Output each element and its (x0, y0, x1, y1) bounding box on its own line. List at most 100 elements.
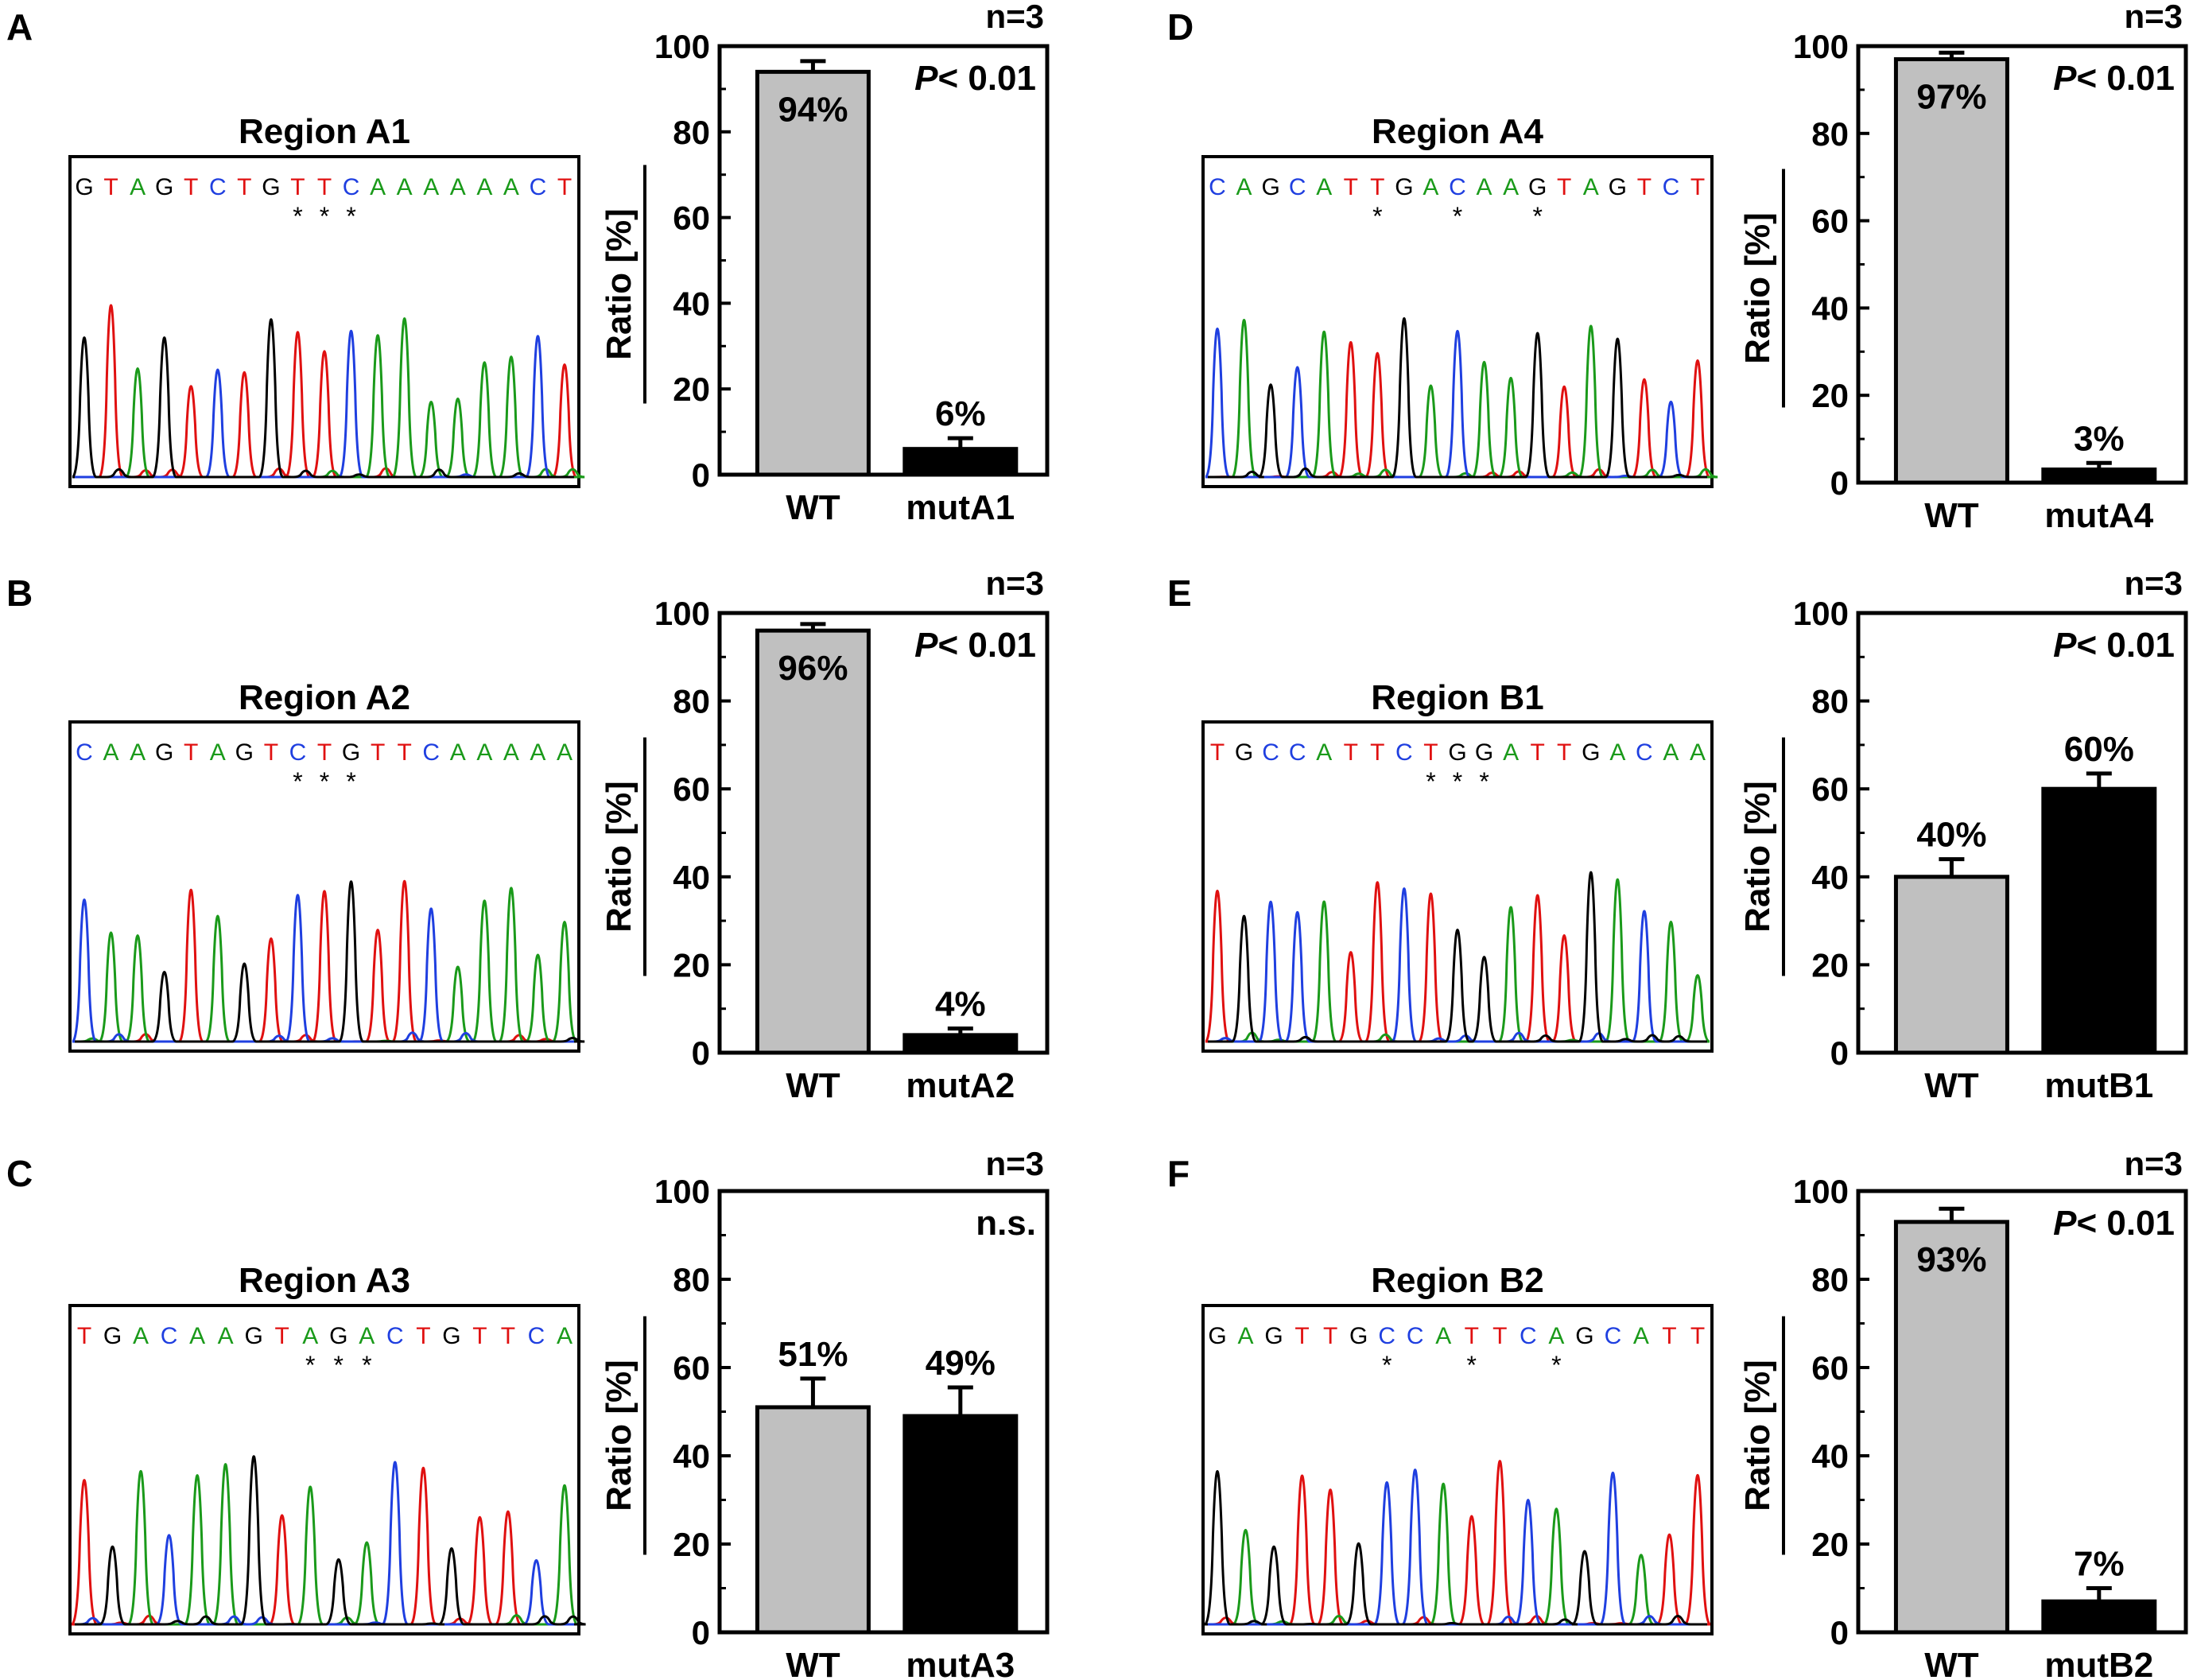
sequence-base: G (1575, 1323, 1593, 1349)
sequence-base: A (503, 174, 519, 200)
mutation-star: * (1479, 767, 1489, 796)
stat-label: P< 0.01 (2053, 59, 2175, 98)
y-tick-label: 60 (673, 770, 710, 808)
sequence-base: A (1238, 1323, 1254, 1349)
sequence-base: A (1583, 174, 1599, 200)
sequence-base: A (1663, 739, 1679, 766)
sequence-base: C (1289, 174, 1306, 200)
bar-0 (1893, 875, 2009, 1055)
sequence-base: A (370, 174, 386, 200)
stat-p: P (914, 59, 938, 98)
y-tick-label: 0 (692, 456, 710, 494)
sequence-base: C (386, 1323, 404, 1349)
region-title: Region A4 (1372, 112, 1543, 151)
y-tick-label: 60 (673, 200, 710, 237)
sequence-base: T (501, 1323, 515, 1349)
n-label: n=3 (985, 565, 1044, 602)
category-label: WT (786, 1646, 840, 1680)
category-label: mutA2 (906, 1066, 1015, 1105)
bar-chart-e: 0 20 40 60 80 100 Ratio [%] 40% WT 60% mutB1 n=3 P< … (1738, 565, 2188, 1105)
sequence-base: C (530, 174, 547, 200)
sequence-base: G (1528, 174, 1547, 200)
sequence-base: C (1407, 1323, 1424, 1349)
stat-value: < 0.01 (937, 626, 1036, 665)
stat-label: P< 0.01 (914, 626, 1036, 665)
sequence-base: C (1636, 739, 1653, 766)
stat-value: < 0.01 (2076, 1204, 2175, 1243)
value-label: 6% (935, 394, 986, 433)
sequence-base: T (398, 739, 412, 766)
sequence-base: A (302, 1323, 318, 1349)
mutation-star: * (334, 1351, 344, 1379)
sequence-base: A (450, 174, 466, 200)
value-label: 3% (2074, 419, 2125, 458)
bar-0 (1893, 1220, 2009, 1635)
chromatogram-frame (68, 1304, 580, 1635)
bar-1 (902, 1033, 1019, 1055)
y-tick-label: 100 (654, 1173, 710, 1210)
value-label: 96% (778, 649, 848, 688)
sequence-base: C (528, 1323, 545, 1349)
mutation-star: * (1426, 767, 1435, 796)
sequence-base: T (1344, 739, 1358, 766)
y-tick-label: 0 (692, 1614, 710, 1651)
y-tick-label: 80 (673, 683, 710, 720)
y-axis-label: Ratio [%] (1738, 212, 1777, 364)
sequence-base: A (359, 1323, 375, 1349)
trace-g (75, 880, 585, 1043)
sequence-base: A (133, 1323, 149, 1349)
sequence-base: T (1557, 174, 1571, 200)
bar-0 (755, 628, 871, 1055)
sequence-base: C (343, 174, 360, 200)
sequence-base: A (397, 174, 413, 200)
y-tick-label: 80 (673, 114, 710, 151)
sequence-base: C (1663, 174, 1680, 200)
category-label: mutB2 (2044, 1646, 2153, 1680)
mutation-star: * (1551, 1351, 1561, 1379)
n-label: n=3 (985, 0, 1044, 35)
trace-c (75, 1461, 574, 1626)
sequence-base: C (422, 739, 440, 766)
bar-1 (2041, 468, 2157, 485)
sequence-base: G (155, 739, 173, 766)
category-label: mutA4 (2044, 496, 2153, 535)
sequence-base: G (1609, 174, 1627, 200)
sequence-base: G (1395, 174, 1413, 200)
y-tick-label: 20 (1811, 377, 1849, 414)
sequence-base: T (1531, 739, 1545, 766)
sequence-base: G (75, 174, 93, 200)
sequence-base: T (1370, 739, 1384, 766)
trace-a (75, 1463, 578, 1626)
sequence-base: C (1605, 1323, 1622, 1349)
bar-0 (1893, 56, 2009, 485)
n-label: n=3 (2124, 1145, 2183, 1182)
sequence-base: T (1323, 1323, 1337, 1349)
sequence-base: C (1378, 1323, 1395, 1349)
sequence-base: A (476, 174, 492, 200)
chromatogram-frame (68, 720, 580, 1053)
category-label: WT (786, 488, 840, 527)
y-tick-label: 40 (673, 1438, 710, 1475)
stat-label: n.s. (976, 1204, 1036, 1243)
y-axis-label: Ratio [%] (600, 208, 638, 360)
mutation-star: * (1532, 202, 1542, 231)
y-tick-label: 100 (1793, 1173, 1849, 1210)
sequence-base: A (130, 174, 146, 200)
sequence-base: T (1637, 174, 1652, 200)
sequence-base: A (1690, 739, 1706, 766)
sequence-base: G (1475, 739, 1493, 766)
y-axis-label: Ratio [%] (600, 781, 638, 933)
value-label: 4% (935, 985, 986, 1024)
sequence-base: T (371, 739, 385, 766)
y-tick-label: 20 (673, 1526, 710, 1563)
bar-0 (755, 1405, 871, 1635)
stat-value: n.s. (976, 1204, 1036, 1243)
sequence-base: C (1209, 174, 1226, 200)
mutation-star: * (346, 202, 355, 231)
panel-letter: B (6, 572, 33, 614)
y-tick-label: 40 (673, 285, 710, 322)
sequence-base: G (442, 1323, 460, 1349)
